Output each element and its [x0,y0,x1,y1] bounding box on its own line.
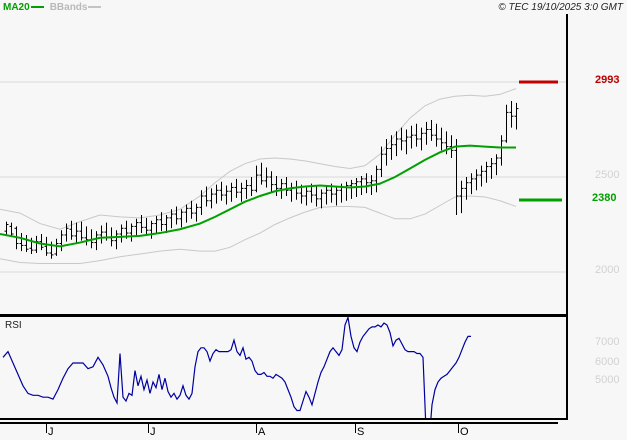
legend-ma20-swatch [30,6,44,8]
price-axis-labels: 3000 2500 2000 7000 6000 5000 2993 2380 [568,0,627,440]
time-axis-tick-label: J [150,426,156,438]
legend-bbands-label: BBands [49,2,88,13]
price-axis-tick-label: 3000 [595,74,620,86]
time-axis-tick [458,422,459,433]
chart-legend: MA20 BBands [3,2,102,13]
time-axis-tick [148,422,149,433]
price-axis-tick-label: 2000 [595,264,620,276]
time-axis-tick [256,422,257,433]
time-axis-tick-label: J [48,426,54,438]
bollinger-band-line [0,88,517,230]
copyright-text: © TEC 19/10/2025 3:0 GMT [498,2,623,13]
rsi-chart-svg [2,317,471,418]
legend-bbands-swatch [88,6,102,8]
bollinger-band-line [0,195,517,264]
rsi-panel-bottom-border [0,418,568,420]
rsi-axis-tick-label: 7000 [595,336,620,348]
time-axis-tick [355,422,356,433]
resistance-value-label: 2993 [595,74,620,86]
time-axis-line [0,422,558,424]
time-axis-tick-label: S [357,426,365,438]
rsi-chart-panel [0,317,568,418]
price-axis-tick-label: 2500 [595,169,620,181]
price-chart-svg [0,80,568,273]
rsi-axis-tick-label: 6000 [595,356,620,368]
time-axis-tick-label: O [460,426,469,438]
panel-divider [0,314,568,317]
time-axis-tick-label: A [258,426,266,438]
rsi-panel-title: RSI [5,320,22,331]
rsi-axis-tick-label: 5000 [595,374,620,386]
time-axis-tick [46,422,47,433]
ohlc-bars-group [4,101,519,259]
chart-right-border [566,14,568,420]
rsi-line [2,317,471,418]
ma20-line [0,144,516,248]
legend-ma20-label: MA20 [3,2,30,13]
support-value-label: 2380 [592,192,617,204]
price-chart-panel [0,14,568,314]
